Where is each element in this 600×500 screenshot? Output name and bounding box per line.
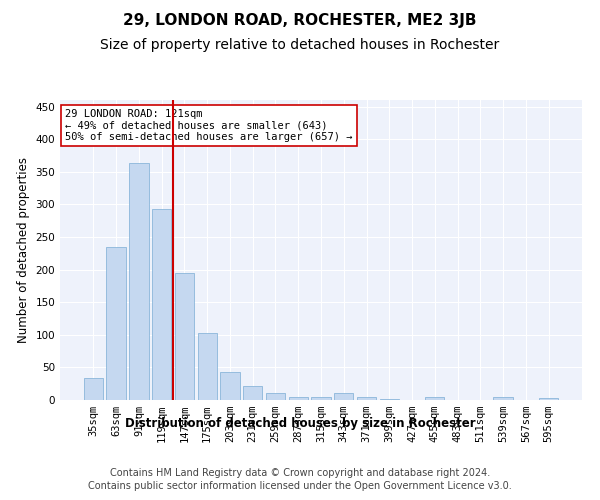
Bar: [266, 393, 285, 400]
Bar: [129, 164, 149, 400]
Bar: [289, 396, 308, 400]
Bar: [425, 398, 445, 400]
Bar: [243, 386, 262, 400]
Bar: [539, 398, 558, 400]
Bar: [220, 372, 239, 400]
Bar: [197, 333, 217, 400]
Y-axis label: Number of detached properties: Number of detached properties: [17, 157, 30, 343]
Text: Contains HM Land Registry data © Crown copyright and database right 2024.: Contains HM Land Registry data © Crown c…: [110, 468, 490, 477]
Bar: [84, 378, 103, 400]
Text: Distribution of detached houses by size in Rochester: Distribution of detached houses by size …: [125, 418, 475, 430]
Text: Size of property relative to detached houses in Rochester: Size of property relative to detached ho…: [100, 38, 500, 52]
Bar: [152, 209, 172, 400]
Bar: [311, 396, 331, 400]
Bar: [493, 398, 513, 400]
Bar: [357, 396, 376, 400]
Text: Contains public sector information licensed under the Open Government Licence v3: Contains public sector information licen…: [88, 481, 512, 491]
Text: 29 LONDON ROAD: 121sqm
← 49% of detached houses are smaller (643)
50% of semi-de: 29 LONDON ROAD: 121sqm ← 49% of detached…: [65, 109, 353, 142]
Bar: [106, 246, 126, 400]
Bar: [380, 398, 399, 400]
Bar: [175, 273, 194, 400]
Text: 29, LONDON ROAD, ROCHESTER, ME2 3JB: 29, LONDON ROAD, ROCHESTER, ME2 3JB: [123, 12, 477, 28]
Bar: [334, 394, 353, 400]
